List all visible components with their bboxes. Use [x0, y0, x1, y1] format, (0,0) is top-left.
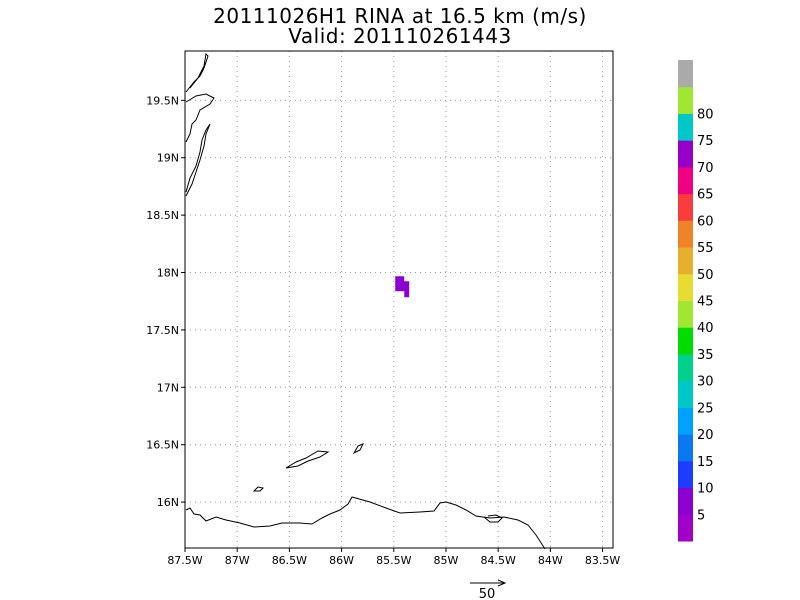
small-island: [352, 443, 365, 455]
colorbar-label: 55: [697, 241, 714, 256]
colorbar-label: 60: [697, 214, 714, 229]
y-tick-label: 18.5N: [146, 209, 179, 222]
y-tick-label: 18N: [157, 267, 179, 280]
y-tick-label: 19N: [157, 152, 179, 165]
colorbar-label: 15: [697, 455, 714, 470]
x-tick-label: 87W: [225, 554, 250, 567]
colorbar-swatch: [678, 247, 693, 275]
utila-island: [252, 486, 265, 492]
colorbar-swatch: [678, 86, 693, 114]
x-tick-label: 84W: [538, 554, 563, 567]
colorbar-swatch: [678, 514, 693, 542]
colorbar-label: 35: [697, 348, 714, 363]
colorbar-label: 25: [697, 401, 714, 416]
colorbar-swatch: [678, 300, 693, 328]
colorbar-swatch: [678, 353, 693, 382]
colorbar-swatch: [678, 327, 693, 355]
chart-subtitle: Valid: 201110261443: [288, 24, 512, 48]
colorbar-label: 5: [697, 508, 705, 523]
belize-coastline: [185, 123, 211, 197]
colorbar-label: 45: [697, 295, 714, 310]
colorbar-swatch: [678, 487, 693, 515]
roatan-island: [285, 450, 330, 469]
colorbar-swatch: [678, 140, 693, 168]
y-tick-label: 17.5N: [146, 324, 179, 337]
vector-key-arrowhead: [497, 579, 507, 587]
y-tick-label: 16.5N: [146, 439, 179, 452]
vector-key: 50: [470, 579, 507, 600]
x-tick-label: 84.5W: [480, 554, 515, 567]
wind-data-patch: [395, 276, 410, 298]
colorbar-label: 80: [697, 107, 714, 122]
x-tick-label: 87.5W: [167, 554, 202, 567]
colorbar-swatch: [678, 166, 693, 195]
colorbar-label: 65: [697, 188, 714, 203]
colorbar-label: 30: [697, 375, 714, 390]
colorbar-label: 70: [697, 161, 714, 176]
y-tick-label: 17N: [157, 381, 179, 394]
colorbar-swatch: [678, 273, 693, 301]
map-frame: [184, 50, 614, 549]
honduras-coastline: [185, 496, 546, 550]
colorbar: 5 10 15 20 25 30 35 40 45 50 55 60 65 70 75 80: [678, 60, 714, 542]
colorbar-label: 75: [697, 134, 714, 149]
colorbar-swatch: [678, 460, 693, 489]
x-tick-label: 83.5W: [585, 554, 620, 567]
x-tick-label: 85W: [434, 554, 459, 567]
colorbar-swatch: [678, 380, 693, 408]
colorbar-label: 50: [697, 268, 714, 283]
vector-key-label: 50: [479, 587, 496, 600]
coastlines: [185, 52, 546, 550]
guanaja-island: [483, 514, 503, 523]
y-tick-label: 19.5N: [146, 94, 179, 107]
colorbar-label: 10: [697, 482, 714, 497]
colorbar-swatch: [678, 193, 693, 221]
cozumel-coastline: [185, 93, 215, 143]
colorbar-swatch: [678, 113, 693, 141]
colorbar-swatch: [678, 407, 693, 435]
colorbar-swatch: [678, 60, 693, 88]
yucatan-coastline: [185, 52, 209, 93]
x-tick-label: 85.5W: [376, 554, 411, 567]
data-patch-cell: [395, 276, 410, 298]
x-tick-label: 86.5W: [272, 554, 307, 567]
chart-title: 20111026H1 RINA at 16.5 km (m/s): [213, 4, 587, 28]
y-tick-label: 16N: [157, 496, 179, 509]
colorbar-swatch: [678, 434, 693, 462]
colorbar-label: 40: [697, 321, 714, 336]
colorbar-swatch: [678, 220, 693, 248]
grid-lines: [184, 51, 613, 548]
colorbar-label: 20: [697, 428, 714, 443]
x-tick-label: 86W: [329, 554, 354, 567]
